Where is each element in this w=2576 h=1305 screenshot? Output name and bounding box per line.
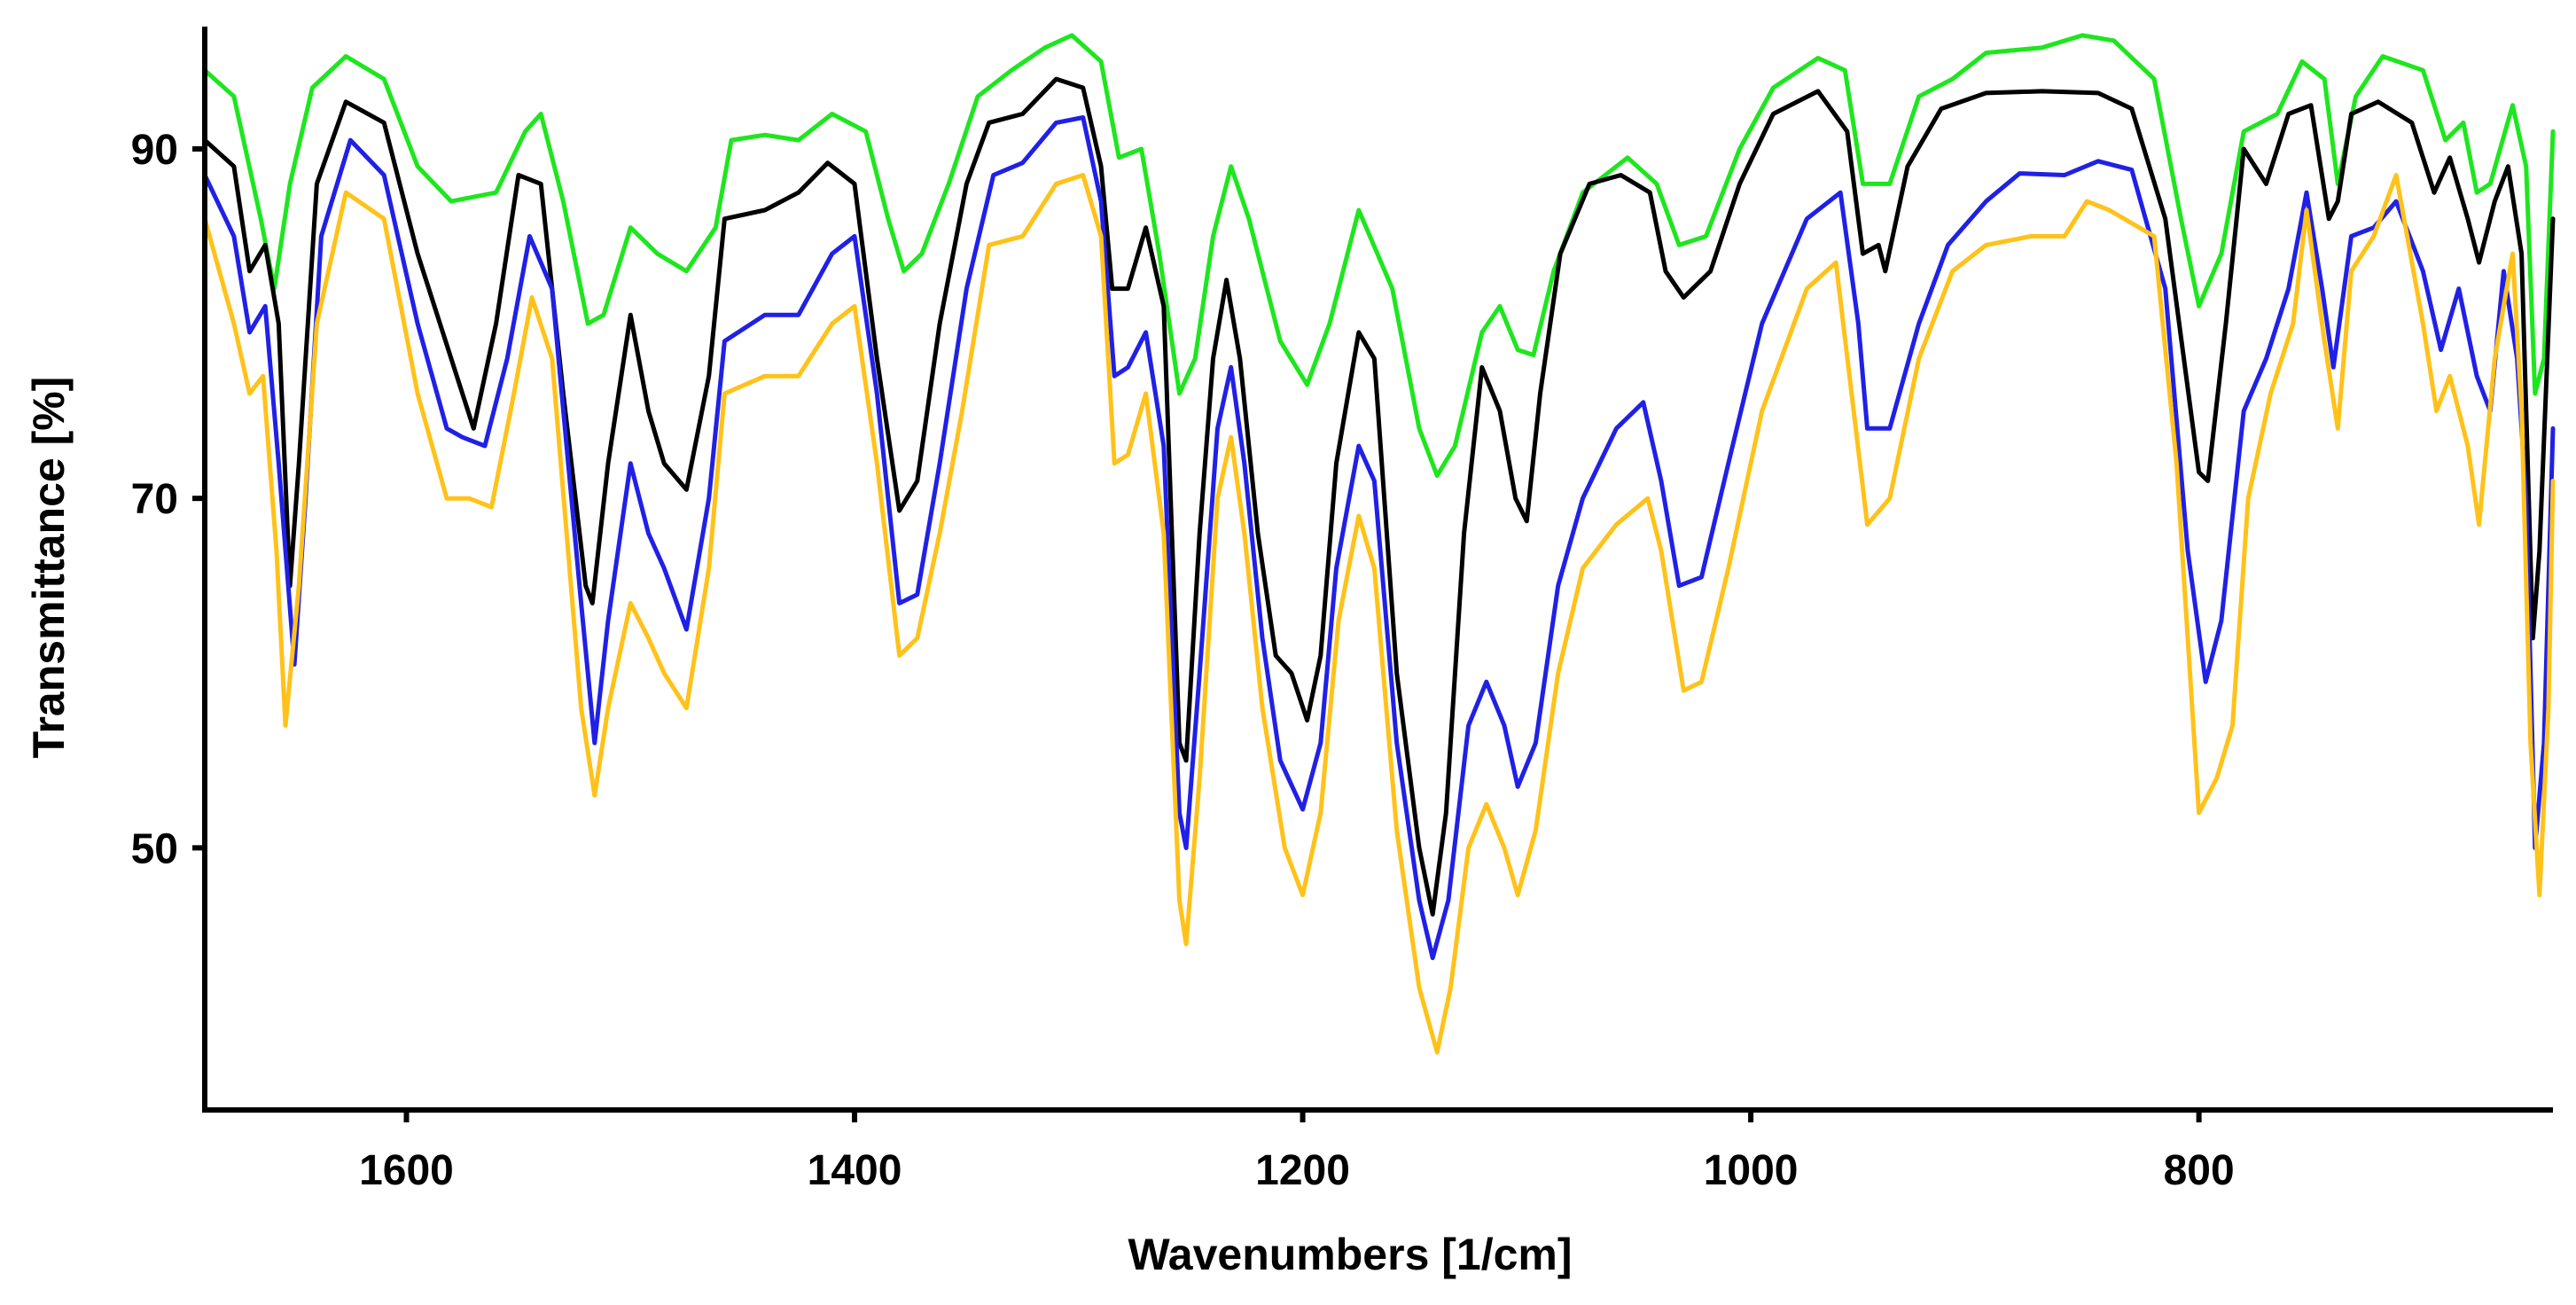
y-tick-label: 70 bbox=[131, 476, 178, 523]
x-tick-label: 800 bbox=[2164, 1147, 2235, 1194]
x-axis-title: Wavenumbers [1/cm] bbox=[1128, 1230, 1572, 1279]
series-layer bbox=[202, 33, 2556, 1055]
y-tick-label: 90 bbox=[131, 127, 178, 174]
series-line-yellow bbox=[202, 173, 2556, 1055]
series-line-black bbox=[202, 76, 2556, 917]
x-tick-label: 1200 bbox=[1255, 1147, 1350, 1194]
x-tick-label: 1400 bbox=[808, 1147, 902, 1194]
series-line-blue bbox=[202, 115, 2556, 960]
ticks-layer: 1600 1400 1200 1000 800 50 70 90 bbox=[131, 127, 2235, 1194]
axes-layer bbox=[202, 27, 2553, 1113]
y-tick-label: 50 bbox=[131, 825, 178, 872]
x-tick-label: 1600 bbox=[359, 1147, 454, 1194]
y-axis-title: Transmittance [%] bbox=[24, 377, 74, 759]
x-tick-label: 1000 bbox=[1704, 1147, 1799, 1194]
series-line-green bbox=[202, 33, 2556, 478]
